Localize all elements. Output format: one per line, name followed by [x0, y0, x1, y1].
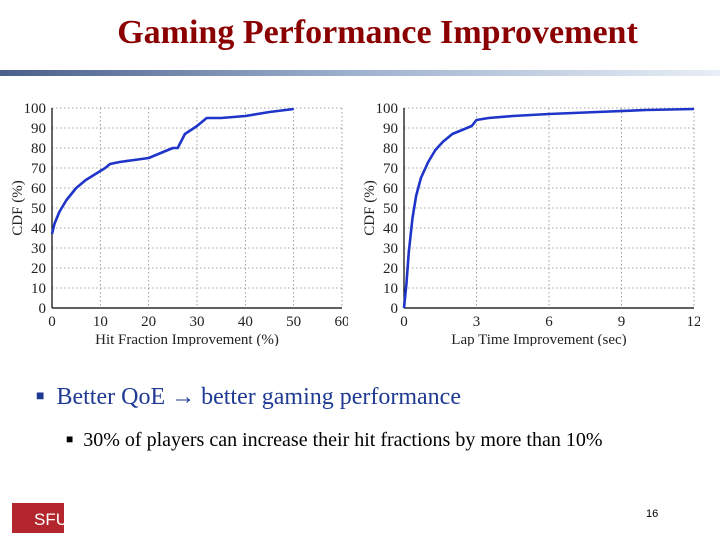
y-tick-label: 30	[383, 241, 398, 257]
x-tick-label: 6	[545, 314, 553, 330]
y-tick-label: 10	[383, 281, 398, 297]
logo-text: SFU	[34, 510, 68, 529]
y-axis-label: CDF (%)	[362, 180, 378, 235]
sub-bullet: ■ 30% of players can increase their hit f…	[66, 424, 646, 455]
square-bullet-icon: ■	[36, 389, 45, 404]
x-tick-label: 40	[238, 314, 253, 330]
x-axis-label: Hit Fraction Improvement (%)	[95, 332, 279, 346]
y-tick-label: 100	[376, 101, 399, 117]
y-tick-label: 90	[383, 121, 398, 137]
cdf-series-line	[50, 107, 294, 235]
y-tick-label: 20	[383, 261, 398, 277]
y-tick-label: 60	[31, 181, 46, 197]
sfu-logo: SFU	[12, 503, 68, 533]
x-tick-label: 10	[93, 314, 108, 330]
main-bullet-text-b: better gaming performance	[201, 384, 461, 410]
chart-svg: 0 10 20 30 40 50 60 0 10 20 30 40 50 60 70 80 90 100 Hit F…	[10, 101, 349, 346]
x-tick-label: 50	[286, 314, 301, 330]
y-tick-label: 0	[39, 301, 47, 317]
chart-svg: 0 3 6 9 12 0 10 20 30 40 50 60 70 80 90 100 Lap Time Imp…	[362, 101, 701, 346]
y-tick-label: 60	[383, 181, 398, 197]
y-tick-label: 40	[31, 221, 46, 237]
y-tick-label: 30	[31, 241, 46, 257]
y-tick-label: 20	[31, 261, 46, 277]
x-tick-label: 30	[190, 314, 205, 330]
square-bullet-icon: ■	[66, 432, 74, 446]
y-tick-label: 40	[383, 221, 398, 237]
main-bullet: ■ Better QoE → better gaming performance	[36, 384, 461, 411]
x-tick-label: 3	[473, 314, 481, 330]
x-tick-label: 9	[618, 314, 626, 330]
x-tick-label: 12	[687, 314, 701, 330]
y-tick-label: 10	[31, 281, 46, 297]
y-tick-label: 80	[31, 141, 46, 157]
lap-time-cdf-chart: 0 3 6 9 12 0 10 20 30 40 50 60 70 80 90 100 Lap Time Imp…	[360, 96, 700, 346]
x-tick-label: 0	[48, 314, 56, 330]
y-tick-label: 80	[383, 141, 398, 157]
y-axis-label: CDF (%)	[10, 180, 26, 235]
right-arrow-icon: →	[171, 384, 196, 410]
sub-bullet-text: 30% of players can increase their hit fr…	[83, 429, 603, 451]
main-bullet-text-a: Better QoE	[56, 384, 166, 410]
x-tick-label: 20	[141, 314, 156, 330]
title-divider	[0, 70, 720, 76]
hit-fraction-cdf-chart: 0 10 20 30 40 50 60 0 10 20 30 40 50 60 70 80 90 100 Hit F…	[8, 96, 348, 346]
y-tick-label: 70	[31, 161, 46, 177]
cdf-series-line	[402, 107, 695, 309]
y-tick-label: 0	[391, 301, 399, 317]
y-tick-label: 70	[383, 161, 398, 177]
y-tick-label: 50	[383, 201, 398, 217]
x-tick-label: 60	[335, 314, 349, 330]
y-tick-label: 90	[31, 121, 46, 137]
slide-title: Gaming Performance Improvement	[117, 14, 638, 51]
x-tick-label: 0	[400, 314, 408, 330]
y-tick-label: 50	[31, 201, 46, 217]
page-number: 16	[646, 508, 659, 520]
y-tick-label: 100	[24, 101, 47, 117]
x-axis-label: Lap Time Improvement (sec)	[451, 332, 626, 346]
